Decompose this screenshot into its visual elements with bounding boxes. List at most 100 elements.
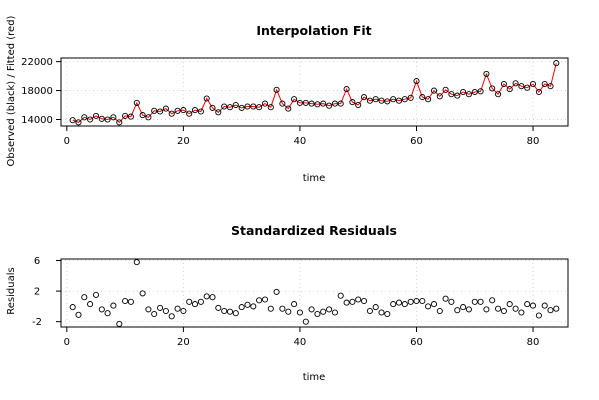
data-point — [98, 306, 105, 313]
data-point — [407, 94, 414, 101]
data-point — [221, 307, 228, 315]
data-point — [168, 313, 175, 320]
data-point — [261, 296, 269, 303]
data-point — [285, 308, 292, 315]
data-point — [395, 299, 403, 306]
interpolation-fit-panel: Interpolation Fit time Observed (black) … — [6, 15, 569, 184]
x-tick-label: 20 — [177, 337, 190, 348]
data-point — [209, 104, 216, 111]
data-point — [442, 86, 449, 93]
data-point — [483, 306, 490, 313]
data-point — [512, 80, 519, 87]
data-point — [401, 96, 408, 103]
data-point — [500, 307, 507, 315]
data-point — [116, 320, 123, 327]
data-point — [384, 310, 391, 318]
data-point — [139, 112, 146, 119]
y-axis-label: Residuals — [6, 267, 17, 314]
data-point — [535, 312, 542, 319]
data-point — [104, 116, 111, 123]
y-tick-label: 18000 — [21, 86, 53, 97]
data-point — [279, 100, 286, 107]
data-point — [87, 301, 94, 308]
data-point — [378, 309, 385, 316]
data-point — [151, 107, 158, 114]
data-point — [291, 96, 298, 103]
x-axis-label: time — [303, 372, 326, 383]
data-point — [413, 297, 420, 305]
data-point — [320, 100, 327, 107]
y-axis-label: Observed (black) / Fitted (red) — [6, 15, 17, 166]
data-point — [524, 84, 531, 91]
data-point — [343, 86, 350, 93]
data-point — [506, 301, 513, 308]
plot-frame — [60, 258, 569, 328]
data-point — [518, 309, 525, 316]
data-point — [145, 114, 152, 121]
data-point — [500, 80, 507, 88]
data-point — [349, 99, 356, 106]
data-point — [355, 296, 362, 303]
data-point — [448, 91, 455, 98]
data-point — [337, 100, 344, 107]
data-point — [273, 288, 280, 295]
data-point — [244, 301, 251, 308]
data-point — [279, 305, 286, 312]
plot-frame — [60, 57, 569, 127]
data-point — [69, 117, 76, 124]
data-point — [401, 301, 408, 308]
data-point — [454, 92, 461, 99]
data-point — [547, 83, 554, 90]
data-point — [291, 301, 298, 308]
data-point — [139, 290, 146, 297]
data-point — [133, 99, 140, 106]
data-point — [285, 105, 292, 112]
data-point — [226, 308, 234, 315]
data-point — [221, 103, 228, 110]
data-point — [122, 112, 129, 119]
y-tick-label: -2 — [32, 317, 42, 328]
data-point — [197, 108, 204, 115]
data-point — [226, 104, 234, 111]
plot-area — [69, 60, 560, 126]
x-tick-label: 0 — [64, 136, 70, 147]
y-tick-label: 22000 — [21, 57, 53, 68]
data-point — [302, 318, 309, 325]
data-point — [250, 303, 257, 310]
data-point — [419, 297, 426, 305]
data-point — [133, 259, 140, 266]
data-point — [232, 310, 239, 317]
data-point — [489, 85, 496, 92]
x-tick-label: 60 — [410, 337, 423, 348]
data-point — [191, 107, 199, 114]
data-point — [529, 302, 537, 309]
data-point — [483, 70, 490, 77]
data-point — [384, 98, 391, 105]
data-point — [87, 116, 94, 123]
data-point — [349, 298, 356, 305]
data-point — [460, 88, 467, 96]
data-point — [390, 96, 397, 103]
data-point — [209, 294, 216, 301]
data-point — [157, 108, 164, 115]
data-point — [448, 298, 455, 305]
data-point — [203, 95, 210, 102]
y-tick-label: 6 — [34, 256, 40, 267]
data-point — [378, 97, 385, 104]
data-point — [489, 297, 496, 304]
data-point — [174, 107, 181, 114]
data-point — [104, 310, 111, 317]
data-point — [512, 305, 519, 312]
data-point — [273, 86, 280, 93]
data-point — [366, 307, 373, 315]
data-point — [529, 80, 537, 88]
data-point — [395, 97, 403, 104]
chart-title: Interpolation Fit — [256, 23, 371, 38]
data-point — [180, 107, 187, 114]
data-point — [162, 105, 169, 112]
data-point — [430, 301, 438, 308]
data-point — [151, 310, 158, 318]
axes: 0 20 40 60 80 14000 18000 22000 — [21, 57, 569, 147]
grid — [61, 58, 568, 126]
data-point — [232, 101, 239, 109]
